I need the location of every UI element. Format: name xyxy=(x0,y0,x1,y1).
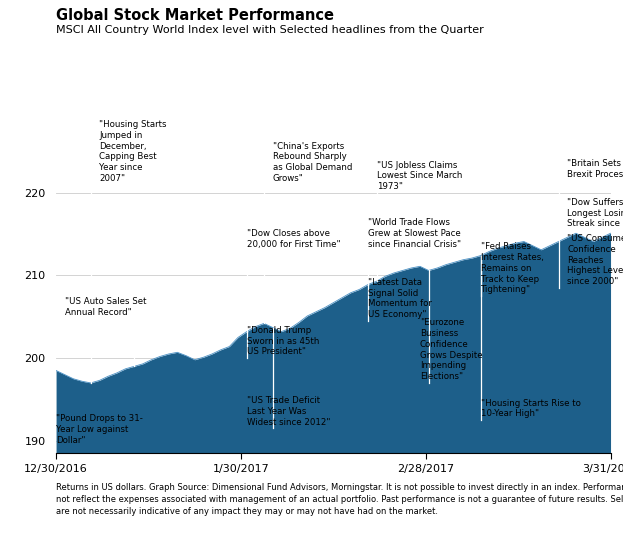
Text: "China's Exports
Rebound Sharply
as Global Demand
Grows": "China's Exports Rebound Sharply as Glob… xyxy=(273,141,352,183)
Text: Returns in US dollars. Graph Source: Dimensional Fund Advisors, Morningstar. It : Returns in US dollars. Graph Source: Dim… xyxy=(56,483,623,516)
Text: "Housing Starts
Jumped in
December,
Capping Best
Year since
2007": "Housing Starts Jumped in December, Capp… xyxy=(100,120,167,183)
Text: "Donald Trump
Sworn in as 45th
US President": "Donald Trump Sworn in as 45th US Presid… xyxy=(247,326,319,357)
Text: "US Jobless Claims
Lowest Since March
1973": "US Jobless Claims Lowest Since March 19… xyxy=(377,161,462,191)
Text: "World Trade Flows
Grew at Slowest Pace
since Financial Crisis": "World Trade Flows Grew at Slowest Pace … xyxy=(368,218,461,249)
Text: "Dow Suffers
Longest Losing
Streak since 2011": "Dow Suffers Longest Losing Streak since… xyxy=(567,198,623,228)
Text: "US Consumer
Confidence
Reaches
Highest Level
since 2000": "US Consumer Confidence Reaches Highest … xyxy=(567,234,623,286)
Text: "Pound Drops to 31-
Year Low against
Dollar": "Pound Drops to 31- Year Low against Dol… xyxy=(56,414,143,445)
Text: Global Stock Market Performance: Global Stock Market Performance xyxy=(56,8,334,23)
Text: "Fed Raises
Interest Rates,
Remains on
Track to Keep
Tightening": "Fed Raises Interest Rates, Remains on T… xyxy=(480,242,543,294)
Text: "US Auto Sales Set
Annual Record": "US Auto Sales Set Annual Record" xyxy=(65,297,146,317)
Text: "Eurozone
Business
Confidence
Grows Despite
Impending
Elections": "Eurozone Business Confidence Grows Desp… xyxy=(420,318,483,381)
Text: "US Trade Deficit
Last Year Was
Widest since 2012": "US Trade Deficit Last Year Was Widest s… xyxy=(247,396,330,427)
Text: MSCI All Country World Index level with Selected headlines from the Quarter: MSCI All Country World Index level with … xyxy=(56,25,484,34)
Text: "Dow Closes above
20,000 for First Time": "Dow Closes above 20,000 for First Time" xyxy=(247,229,340,249)
Text: "Latest Data
Signal Solid
Momentum for
US Economy": "Latest Data Signal Solid Momentum for U… xyxy=(368,278,432,319)
Text: "Housing Starts Rise to
10-Year High": "Housing Starts Rise to 10-Year High" xyxy=(480,399,581,418)
Text: "Britain Sets Historic
Brexit Process in Motion": "Britain Sets Historic Brexit Process in… xyxy=(567,159,623,179)
